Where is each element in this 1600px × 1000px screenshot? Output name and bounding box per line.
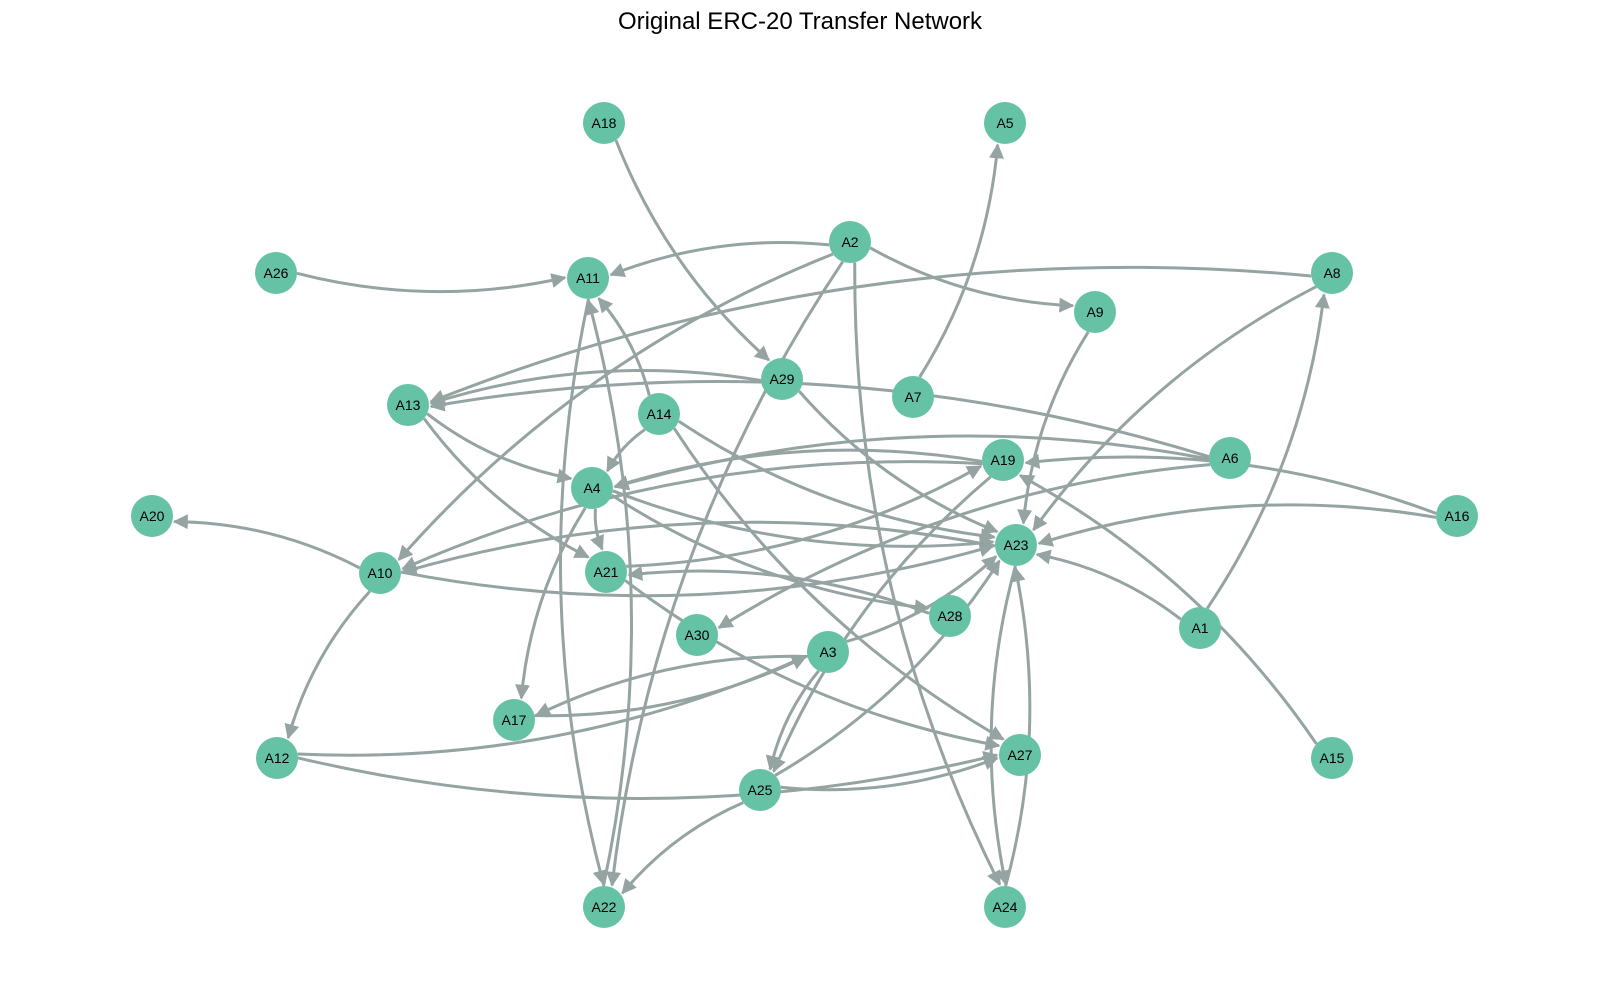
node-a5[interactable]: A5 bbox=[984, 102, 1026, 144]
node-label: A23 bbox=[1004, 537, 1029, 553]
node-a13[interactable]: A13 bbox=[387, 384, 429, 426]
edge-a1-a23 bbox=[1037, 554, 1181, 619]
node-label: A18 bbox=[592, 115, 617, 131]
node-label: A6 bbox=[1221, 450, 1238, 466]
node-label: A15 bbox=[1320, 750, 1345, 766]
node-label: A30 bbox=[685, 627, 710, 643]
node-label: A11 bbox=[576, 270, 600, 286]
node-label: A3 bbox=[819, 644, 836, 660]
node-label: A2 bbox=[841, 234, 858, 250]
node-label: A17 bbox=[502, 712, 527, 728]
edge-a13-a4 bbox=[427, 414, 571, 479]
edge-a8-a13 bbox=[431, 267, 1311, 401]
node-a30[interactable]: A30 bbox=[676, 614, 718, 656]
edge-a10-a20 bbox=[174, 522, 359, 568]
node-a3[interactable]: A3 bbox=[807, 631, 849, 673]
node-label: A26 bbox=[264, 265, 289, 281]
node-label: A29 bbox=[770, 371, 795, 387]
node-label: A22 bbox=[592, 899, 617, 915]
node-label: A20 bbox=[140, 508, 165, 524]
node-label: A27 bbox=[1008, 747, 1033, 763]
node-a17[interactable]: A17 bbox=[493, 699, 535, 741]
node-a15[interactable]: A15 bbox=[1311, 737, 1353, 779]
node-label: A1 bbox=[1191, 620, 1208, 636]
edge-a26-a11 bbox=[297, 273, 565, 291]
edge-a10-a12 bbox=[288, 591, 370, 738]
node-a2[interactable]: A2 bbox=[829, 221, 871, 263]
node-a8[interactable]: A8 bbox=[1311, 252, 1353, 294]
node-label: A19 bbox=[991, 452, 1016, 468]
node-a4[interactable]: A4 bbox=[571, 467, 613, 509]
edge-a12-a3 bbox=[298, 656, 806, 755]
node-a20[interactable]: A20 bbox=[131, 495, 173, 537]
edge-a2-a9 bbox=[870, 248, 1073, 306]
node-a23[interactable]: A23 bbox=[995, 524, 1037, 566]
node-a12[interactable]: A12 bbox=[256, 737, 298, 779]
edge-a7-a5 bbox=[920, 145, 998, 377]
edge-a23-a24 bbox=[991, 566, 1015, 884]
node-label: A8 bbox=[1323, 265, 1340, 281]
edge-a14-a4 bbox=[607, 430, 644, 471]
node-a11[interactable]: A11 bbox=[567, 257, 609, 299]
node-a26[interactable]: A26 bbox=[255, 252, 297, 294]
node-a24[interactable]: A24 bbox=[984, 886, 1026, 928]
node-label: A12 bbox=[265, 750, 290, 766]
edge-a12-a27 bbox=[298, 755, 997, 798]
node-a22[interactable]: A22 bbox=[583, 886, 625, 928]
node-a28[interactable]: A28 bbox=[929, 595, 971, 637]
node-a27[interactable]: A27 bbox=[999, 734, 1041, 776]
edge-a8-a23 bbox=[1033, 287, 1316, 530]
edge-a19-a4 bbox=[615, 450, 982, 486]
node-a25[interactable]: A25 bbox=[739, 769, 781, 811]
node-a29[interactable]: A29 bbox=[761, 358, 803, 400]
edge-layer bbox=[174, 140, 1436, 893]
node-label: A14 bbox=[647, 406, 672, 422]
node-a7[interactable]: A7 bbox=[892, 376, 934, 418]
node-layer: A1 A2 A3 A4 A5 A6 A7 A8 A9 A10 A11 A12 A13 A14 A15 A16 A… bbox=[131, 102, 1478, 928]
node-a21[interactable]: A21 bbox=[585, 551, 627, 593]
node-label: A7 bbox=[904, 389, 921, 405]
node-label: A24 bbox=[993, 899, 1018, 915]
edge-a25-a22 bbox=[622, 803, 743, 894]
node-label: A28 bbox=[938, 608, 963, 624]
node-a16[interactable]: A16 bbox=[1436, 495, 1478, 537]
node-a1[interactable]: A1 bbox=[1179, 607, 1221, 649]
node-label: A9 bbox=[1086, 304, 1103, 320]
edge-a21-a19 bbox=[626, 466, 981, 566]
node-a10[interactable]: A10 bbox=[359, 552, 401, 594]
node-a19[interactable]: A19 bbox=[982, 439, 1024, 481]
node-label: A16 bbox=[1445, 508, 1470, 524]
node-a14[interactable]: A14 bbox=[638, 393, 680, 435]
edge-a4-a21 bbox=[595, 509, 602, 550]
node-label: A5 bbox=[996, 115, 1013, 131]
node-a9[interactable]: A9 bbox=[1074, 291, 1116, 333]
edge-a2-a10 bbox=[399, 254, 833, 560]
node-label: A10 bbox=[368, 565, 393, 581]
node-label: A4 bbox=[583, 480, 600, 496]
node-a6[interactable]: A6 bbox=[1209, 437, 1251, 479]
node-label: A13 bbox=[396, 397, 421, 413]
edge-a24-a23 bbox=[1006, 568, 1030, 886]
node-label: A25 bbox=[748, 782, 773, 798]
node-a18[interactable]: A18 bbox=[583, 102, 625, 144]
node-label: A21 bbox=[594, 564, 619, 580]
